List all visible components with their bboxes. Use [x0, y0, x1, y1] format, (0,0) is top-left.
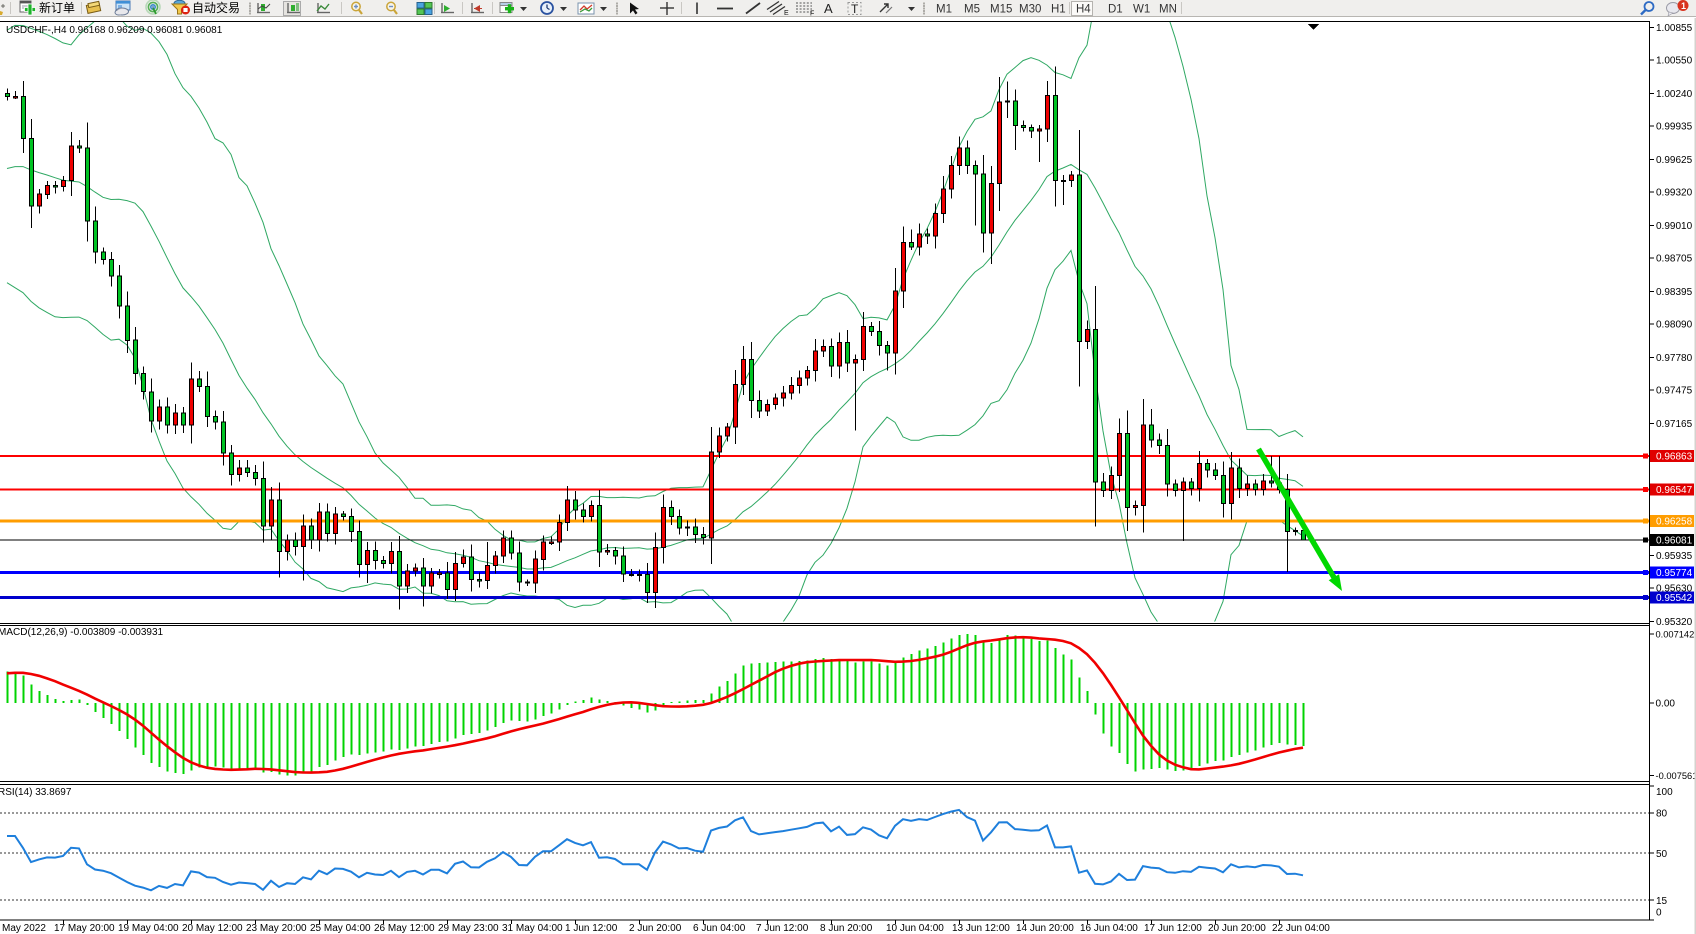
svg-text:W1: W1 [1133, 4, 1150, 16]
svg-text:0.007142: 0.007142 [1656, 630, 1695, 640]
svg-text:-0.007561: -0.007561 [1656, 771, 1696, 781]
svg-text:1: 1 [1681, 1, 1686, 11]
svg-text:M1: M1 [936, 4, 952, 16]
svg-text:F: F [810, 11, 814, 18]
svg-text:MACD(12,26,9) -0.003809 -0.003: MACD(12,26,9) -0.003809 -0.003931 [0, 627, 164, 638]
svg-text:8 Jun 20:00: 8 Jun 20:00 [820, 923, 873, 934]
svg-text:0.95320: 0.95320 [1656, 617, 1693, 628]
svg-text:A: A [824, 1, 833, 16]
svg-text:14 Jun 20:00: 14 Jun 20:00 [1016, 923, 1074, 934]
svg-text:16 Jun 04:00: 16 Jun 04:00 [1080, 923, 1138, 934]
svg-text:MN: MN [1159, 4, 1177, 16]
svg-text:13 Jun 12:00: 13 Jun 12:00 [952, 923, 1010, 934]
svg-text:E: E [784, 10, 789, 17]
svg-text:0.95935: 0.95935 [1656, 551, 1693, 562]
svg-text:6 Jun 04:00: 6 Jun 04:00 [693, 923, 746, 934]
svg-text:1.00240: 1.00240 [1656, 89, 1693, 100]
svg-text:20 Jun 20:00: 20 Jun 20:00 [1208, 923, 1266, 934]
svg-text:USDCHF-,H4 0.96168 0.96209 0.: USDCHF-,H4 0.96168 0.96209 0.96081 0.960… [6, 25, 223, 36]
svg-text:H1: H1 [1051, 4, 1066, 16]
svg-text:M15: M15 [990, 4, 1012, 16]
svg-text:0.98090: 0.98090 [1656, 320, 1693, 331]
svg-text:May 2022: May 2022 [2, 923, 46, 934]
svg-text:80: 80 [1656, 809, 1668, 820]
svg-text:50: 50 [1656, 849, 1668, 860]
svg-text:0.97475: 0.97475 [1656, 386, 1693, 397]
svg-text:0: 0 [1656, 908, 1662, 919]
svg-text:0.96547: 0.96547 [1656, 485, 1693, 496]
svg-text:RSI(14) 33.8697: RSI(14) 33.8697 [0, 787, 72, 798]
svg-text:0.99320: 0.99320 [1656, 188, 1693, 199]
svg-text:20 May 12:00: 20 May 12:00 [182, 923, 243, 934]
svg-text:29 May 23:00: 29 May 23:00 [438, 923, 499, 934]
svg-text:0.98395: 0.98395 [1656, 287, 1693, 298]
svg-text:0.00: 0.00 [1656, 698, 1676, 709]
svg-text:0.95542: 0.95542 [1656, 593, 1693, 604]
svg-text:23 May 20:00: 23 May 20:00 [246, 923, 307, 934]
svg-text:100: 100 [1656, 787, 1673, 798]
svg-text:0.96863: 0.96863 [1656, 451, 1693, 462]
svg-text:新订单: 新订单 [39, 0, 75, 15]
svg-text:19 May 04:00: 19 May 04:00 [118, 923, 179, 934]
svg-text:0.97165: 0.97165 [1656, 419, 1693, 430]
svg-text:T: T [851, 2, 859, 16]
svg-text:0.97780: 0.97780 [1656, 353, 1693, 364]
svg-text:17 May 20:00: 17 May 20:00 [54, 923, 115, 934]
svg-text:1.00550: 1.00550 [1656, 56, 1693, 67]
svg-text:10 Jun 04:00: 10 Jun 04:00 [886, 923, 944, 934]
svg-text:1.00855: 1.00855 [1656, 23, 1693, 34]
svg-text:26 May 12:00: 26 May 12:00 [374, 923, 435, 934]
svg-text:0.96081: 0.96081 [1656, 535, 1693, 546]
svg-text:0.98705: 0.98705 [1656, 254, 1693, 265]
svg-text:0.99625: 0.99625 [1656, 155, 1693, 166]
svg-text:17 Jun 12:00: 17 Jun 12:00 [1144, 923, 1202, 934]
svg-text:0.99935: 0.99935 [1656, 122, 1693, 133]
svg-text:1 Jun 12:00: 1 Jun 12:00 [565, 923, 618, 934]
svg-text:M5: M5 [964, 4, 980, 16]
svg-text:M30: M30 [1019, 4, 1041, 16]
svg-text:15: 15 [1656, 896, 1668, 907]
svg-text:2 Jun 20:00: 2 Jun 20:00 [629, 923, 682, 934]
svg-text:31 May 04:00: 31 May 04:00 [502, 923, 563, 934]
svg-text:7 Jun 12:00: 7 Jun 12:00 [756, 923, 809, 934]
svg-text:自动交易: 自动交易 [192, 0, 240, 15]
svg-text:22 Jun 04:00: 22 Jun 04:00 [1272, 923, 1330, 934]
svg-text:0.95630: 0.95630 [1656, 584, 1693, 595]
svg-text:0.95774: 0.95774 [1656, 568, 1693, 579]
svg-text:0.99010: 0.99010 [1656, 221, 1693, 232]
svg-text:H4: H4 [1076, 4, 1091, 16]
svg-text:D1: D1 [1108, 4, 1123, 16]
svg-text:0.96258: 0.96258 [1656, 516, 1693, 527]
svg-text:25 May 04:00: 25 May 04:00 [310, 923, 371, 934]
